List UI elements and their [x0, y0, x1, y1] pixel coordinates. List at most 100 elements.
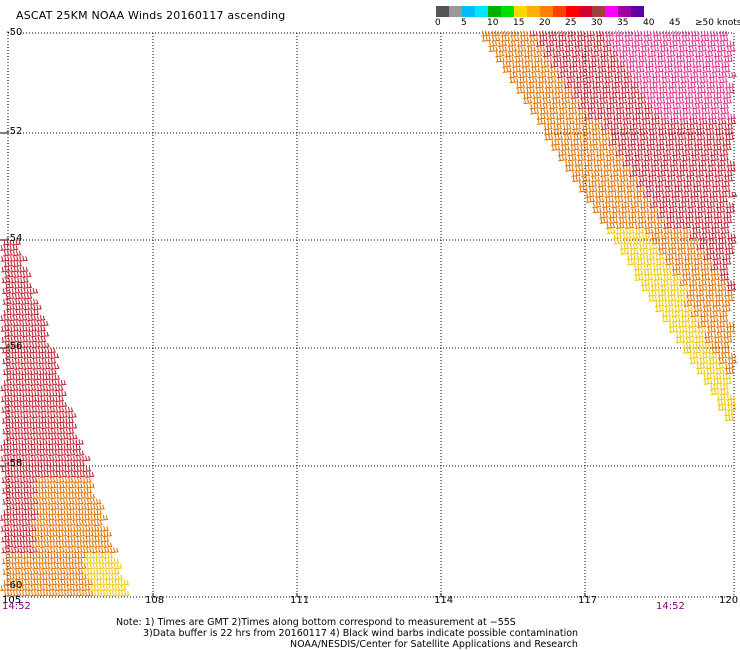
- wind-barb: [49, 401, 59, 408]
- wind-barb: [19, 266, 29, 273]
- wind-barb: [27, 315, 37, 322]
- wind-barb: [3, 250, 13, 257]
- wind-barb: [720, 108, 730, 115]
- wind-barb: [14, 363, 24, 370]
- wind-barb: [64, 406, 74, 413]
- wind-barb: [573, 40, 584, 47]
- wind-barb: [2, 288, 12, 295]
- wind-barb: [700, 30, 710, 37]
- wind-barb: [660, 238, 671, 245]
- wind-barb: [104, 563, 114, 570]
- wind-barb: [632, 72, 642, 79]
- wind-barb: [605, 150, 615, 157]
- wind-barb: [542, 98, 552, 105]
- wind-barb: [586, 150, 596, 157]
- wind-barb: [725, 134, 735, 141]
- wind-barb: [5, 493, 15, 500]
- wind-barb: [0, 325, 10, 332]
- wind-barb: [706, 321, 716, 328]
- wind-barb: [56, 568, 66, 575]
- wind-barb: [657, 243, 668, 250]
- wind-barb: [707, 113, 717, 120]
- wind-barb: [583, 40, 593, 47]
- wind-barb: [599, 51, 609, 58]
- wind-barb: [529, 35, 539, 42]
- wind-barb: [11, 428, 21, 435]
- wind-barb: [674, 92, 685, 99]
- wind-barb: [716, 207, 726, 214]
- wind-barb: [708, 238, 718, 245]
- wind-barb: [725, 87, 735, 94]
- wind-barb: [723, 170, 733, 177]
- wind-barb: [596, 103, 606, 110]
- wind-barb: [610, 129, 620, 136]
- wind-barb: [612, 165, 622, 172]
- lat-label-60: -60: [6, 580, 23, 591]
- wind-barb: [680, 311, 690, 318]
- wind-barb: [703, 259, 713, 266]
- wind-barb: [724, 410, 734, 417]
- wind-barb: [571, 51, 581, 58]
- wind-barb: [717, 352, 727, 359]
- wind-barb: [4, 331, 14, 338]
- wind-barb: [700, 103, 710, 110]
- wind-barb: [55, 536, 65, 543]
- wind-barb: [558, 155, 568, 162]
- wind-barb: [702, 66, 712, 73]
- legend-swatch: [618, 6, 631, 17]
- wind-barb: [716, 321, 726, 328]
- wind-barb: [668, 207, 678, 214]
- wind-barb: [567, 155, 577, 162]
- wind-barb: [601, 87, 612, 94]
- legend-swatch: [501, 6, 514, 17]
- wind-barb: [714, 170, 724, 177]
- wind-barb: [721, 181, 731, 188]
- wind-barb: [20, 509, 31, 516]
- wind-barb: [692, 181, 702, 188]
- wind-barb: [542, 51, 552, 58]
- wind-barb: [712, 306, 722, 313]
- wind-barb: [83, 498, 93, 505]
- wind-barb: [722, 98, 732, 105]
- wind-barb: [627, 98, 637, 105]
- wind-barb: [568, 108, 578, 115]
- wind-barb: [545, 40, 555, 47]
- wind-barb: [701, 222, 711, 229]
- wind-barb: [117, 585, 127, 592]
- wind-barb: [715, 87, 726, 94]
- wind-barb: [576, 150, 586, 157]
- wind-barb: [72, 525, 82, 532]
- wind-barb: [682, 274, 692, 281]
- wind-barb: [693, 92, 704, 99]
- wind-barb: [602, 46, 612, 53]
- wind-barb: [4, 352, 15, 359]
- wind-barb: [99, 525, 109, 532]
- wind-barb: [45, 514, 55, 521]
- wind-barb: [661, 311, 671, 318]
- wind-barb: [50, 504, 60, 511]
- wind-barb: [18, 315, 28, 322]
- wind-barb: [711, 61, 721, 68]
- wind-barb: [535, 82, 545, 89]
- wind-barb: [571, 56, 581, 63]
- wind-barb: [595, 150, 605, 157]
- wind-barb: [677, 129, 687, 136]
- wind-barb: [54, 396, 65, 403]
- wind-barb: [653, 222, 663, 229]
- wind-barb: [41, 493, 51, 500]
- wind-barb: [13, 331, 23, 338]
- wind-barb: [724, 295, 734, 302]
- wind-barb: [1, 547, 11, 554]
- wind-barb: [37, 536, 47, 543]
- wind-barb: [18, 255, 28, 262]
- wind-barb: [593, 113, 603, 120]
- wind-barb: [671, 196, 681, 203]
- wind-barb: [673, 186, 684, 193]
- wind-barb: [29, 509, 40, 516]
- wind-barb: [671, 77, 681, 84]
- wind-barb: [676, 290, 686, 297]
- wind-barb: [12, 460, 22, 467]
- legend-swatch: [631, 6, 644, 17]
- wind-barb: [38, 428, 48, 435]
- wind-barb: [569, 66, 579, 73]
